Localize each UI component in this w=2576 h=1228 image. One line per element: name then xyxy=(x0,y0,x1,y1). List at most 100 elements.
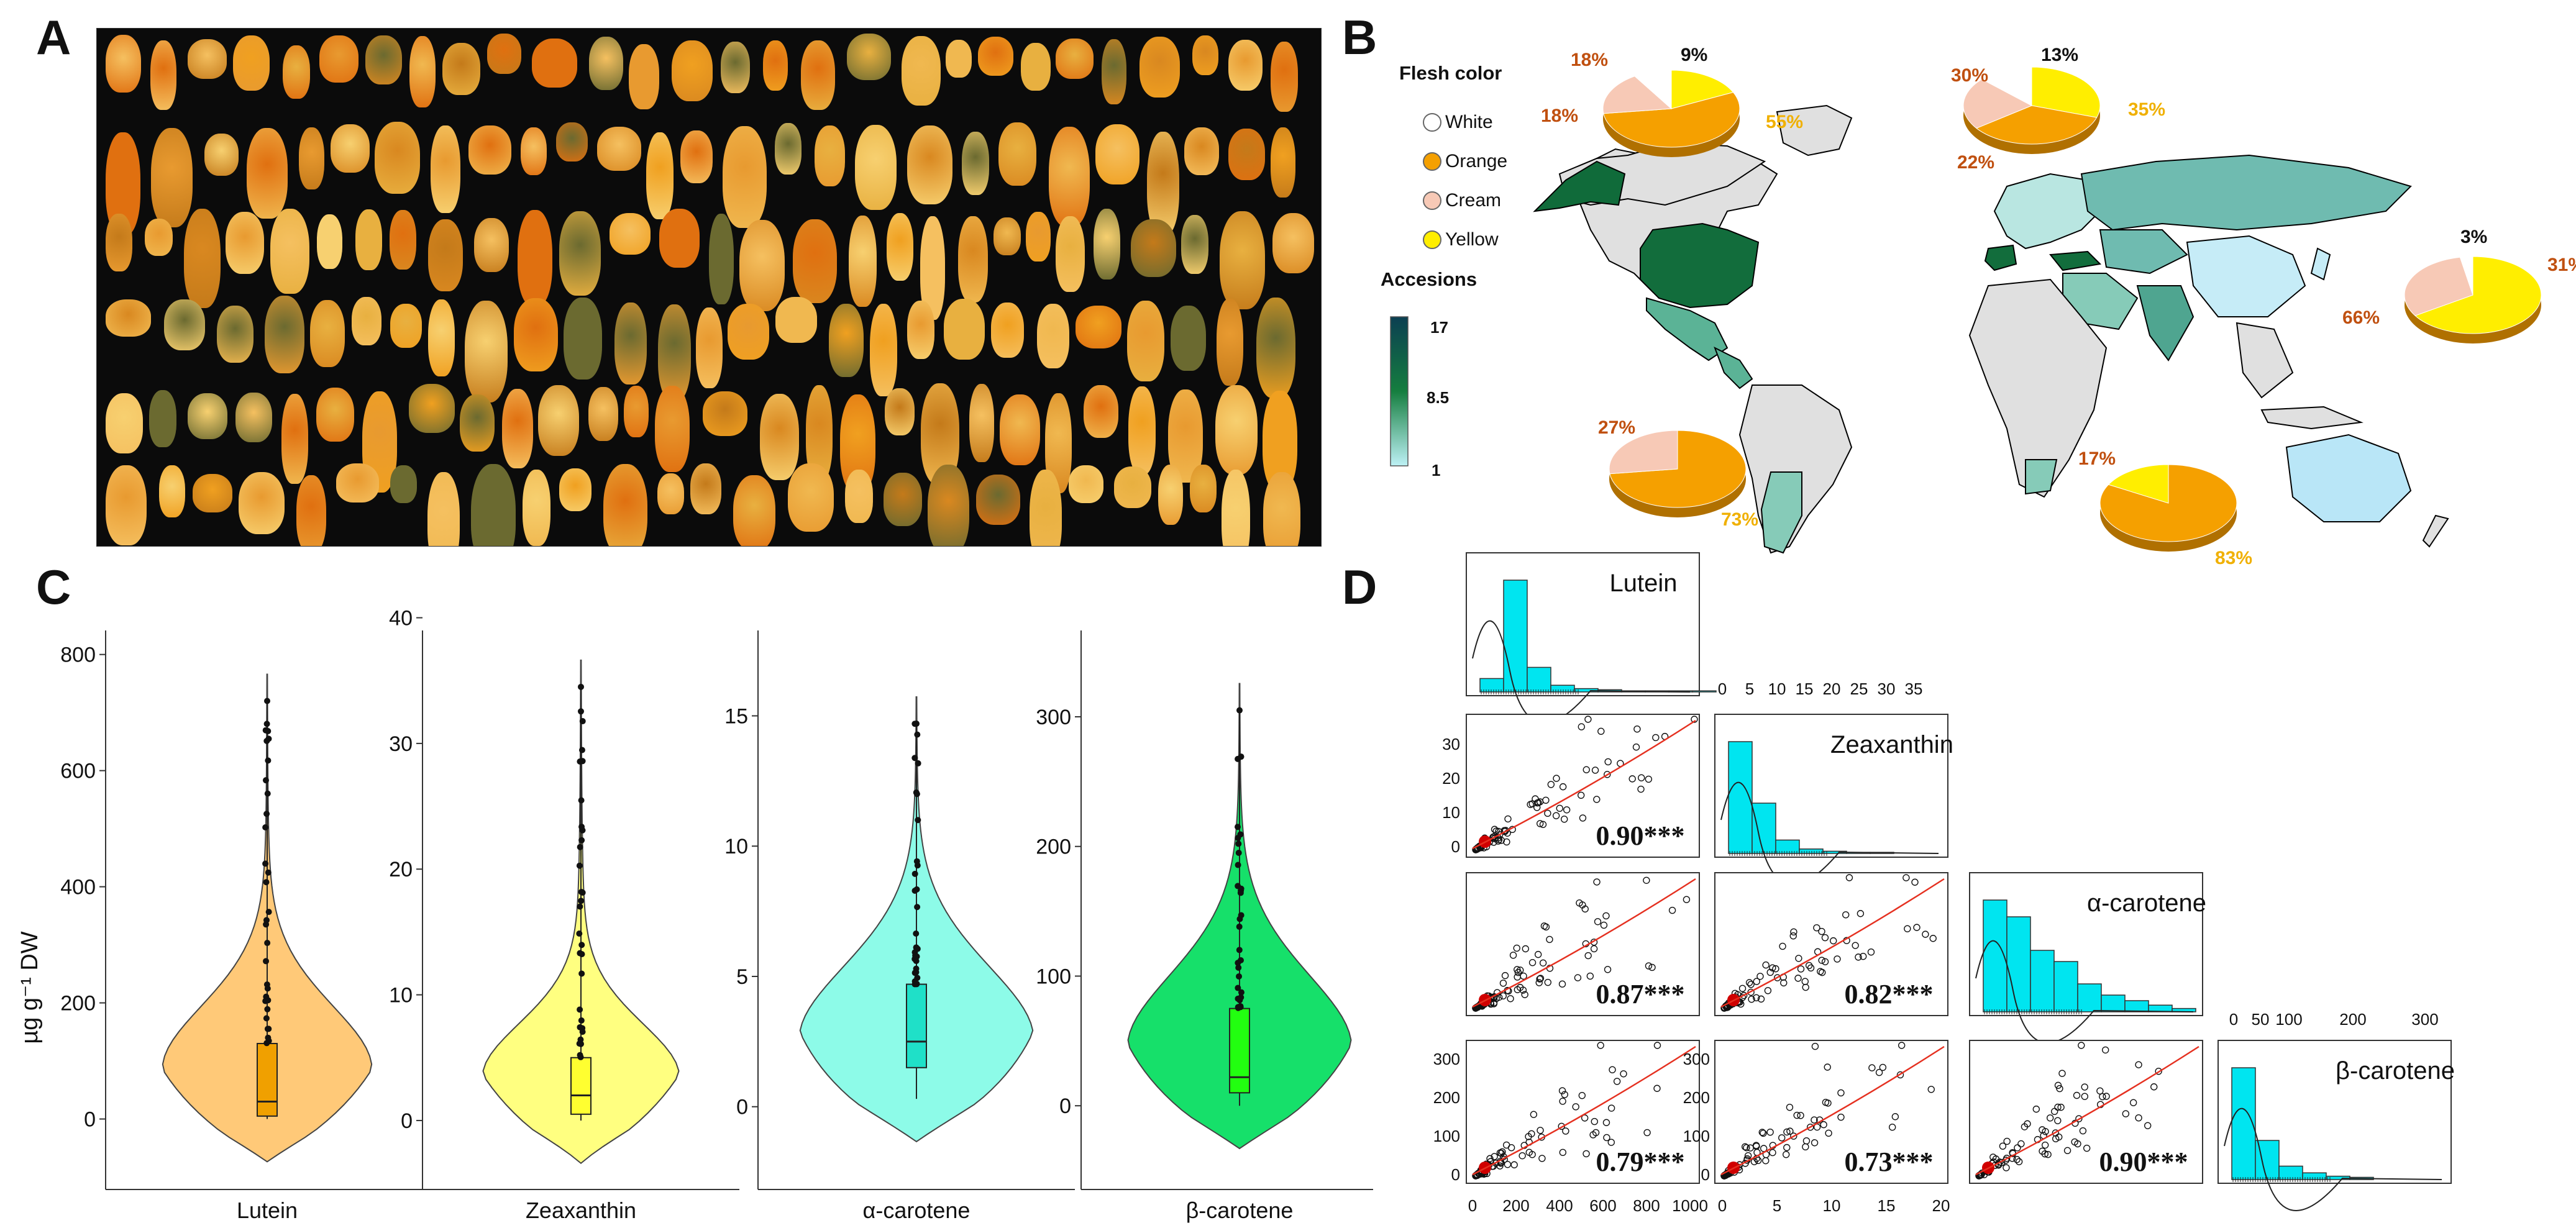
scatter-point xyxy=(1584,952,1592,960)
scatter-point xyxy=(1757,995,1765,1003)
india-shape xyxy=(2136,285,2195,362)
squash-item xyxy=(390,210,416,270)
squash-item xyxy=(763,40,788,91)
usa-shape xyxy=(1640,222,1760,309)
squash-item xyxy=(793,219,837,303)
squash-item xyxy=(658,304,691,401)
scatter-point xyxy=(1811,1042,1819,1050)
scatter-point xyxy=(1896,1071,1904,1079)
squash-item xyxy=(352,297,381,345)
squash-item xyxy=(239,472,285,534)
scatter-point xyxy=(1558,1087,1566,1094)
se-asia-shape xyxy=(2236,322,2294,399)
squash-item xyxy=(106,35,141,93)
legend-swatch xyxy=(1423,191,1441,210)
scatter-point xyxy=(1620,1070,1627,1078)
squash-item xyxy=(801,40,835,110)
scatter-point xyxy=(1747,988,1755,996)
squash-item xyxy=(188,393,227,439)
scatter-point xyxy=(1922,930,1929,938)
scatter-point xyxy=(1521,991,1528,998)
scatter-point xyxy=(1514,966,1521,973)
squash-item xyxy=(1076,306,1121,348)
scatter-point xyxy=(1591,766,1599,774)
scatter-point xyxy=(1613,1078,1621,1085)
scatter-point xyxy=(1797,1112,1804,1119)
zea-y-tick: 30 xyxy=(1442,735,1460,753)
violin-point xyxy=(1236,973,1243,980)
squash-item xyxy=(1114,466,1151,508)
scatter-point xyxy=(2042,1127,2049,1135)
scatter-point xyxy=(1794,975,1802,982)
scatter-point xyxy=(1783,1144,1791,1152)
violin-tick-label: 100 xyxy=(1036,965,1071,988)
violin-point xyxy=(913,980,920,987)
legend-swatch xyxy=(1423,230,1441,249)
pie-slice-cream xyxy=(1963,78,2033,129)
violin-point xyxy=(913,886,920,893)
squash-item xyxy=(928,465,969,546)
scatter-point xyxy=(2056,1085,2063,1093)
scatter-point xyxy=(1577,791,1585,799)
scatter-point xyxy=(1486,1155,1494,1162)
scatter-point xyxy=(1574,974,1582,981)
squash-item xyxy=(1215,385,1258,475)
squash-item xyxy=(728,304,769,360)
scatter-point xyxy=(1540,922,1548,930)
violin-xlabel: Lutein xyxy=(237,1198,298,1223)
squash-item xyxy=(991,302,1024,358)
pie-label-south-america: 73% xyxy=(1721,509,1759,530)
scatter-point xyxy=(2083,1144,2091,1152)
squash-item xyxy=(390,304,422,348)
europe-shape xyxy=(1993,173,2101,250)
violin-point xyxy=(1236,923,1243,930)
scatter-point xyxy=(1753,994,1760,1002)
hist-bar xyxy=(2030,950,2055,1012)
violin-tick-label: 400 xyxy=(60,876,96,899)
violin-point-max xyxy=(578,683,584,690)
squash-item xyxy=(1000,394,1040,465)
scatter-point xyxy=(2041,1141,2049,1149)
squash-item xyxy=(829,304,864,377)
squash-item xyxy=(149,390,176,447)
pie-label-europe: 13% xyxy=(2041,45,2079,65)
violin-point xyxy=(913,930,920,937)
squash-item xyxy=(884,473,922,526)
squash-item xyxy=(1030,470,1062,546)
violin-point xyxy=(577,903,583,910)
legend-item-orange: Orange xyxy=(1423,151,1507,172)
scatter-point xyxy=(2003,1155,2011,1162)
pie-africa xyxy=(2099,464,2237,552)
scatter-point xyxy=(2057,1103,2065,1111)
squash-item xyxy=(739,220,785,311)
squash-item xyxy=(1127,301,1164,381)
scatter-point xyxy=(1552,812,1560,819)
beta-y-tick-2: 300 xyxy=(1683,1050,1710,1068)
scatter-point xyxy=(1633,725,1641,733)
scatter-point xyxy=(1913,924,1921,931)
scatter-point xyxy=(2039,1147,2046,1155)
correlation-coefficient: 0.82*** xyxy=(1845,979,1934,1009)
squash-item xyxy=(319,35,359,83)
squash-item xyxy=(1069,465,1103,503)
scatter-point xyxy=(1517,966,1524,974)
violin-point xyxy=(1236,947,1243,953)
alaska-shape xyxy=(1533,160,1626,212)
scatter-point xyxy=(1755,1157,1762,1165)
squash-item xyxy=(944,299,985,360)
squash-item xyxy=(1228,40,1263,91)
scatter-point xyxy=(1607,1104,1615,1112)
scatter-point xyxy=(2013,1155,2021,1163)
scatter-point xyxy=(2003,1137,2011,1145)
turkey-shape xyxy=(2049,250,2102,271)
scatter-point xyxy=(1911,878,1919,886)
squash-item xyxy=(1190,465,1217,512)
squash-item xyxy=(624,386,649,437)
australia-shape xyxy=(2285,434,2412,522)
scatter-point xyxy=(2155,1067,2162,1075)
violin-ylabel: µg g⁻¹ DW xyxy=(17,931,43,1044)
scatter-point xyxy=(1760,1129,1767,1137)
scatter-point xyxy=(1795,955,1802,962)
scatter-point xyxy=(1491,1153,1498,1160)
violin-point xyxy=(576,862,583,869)
